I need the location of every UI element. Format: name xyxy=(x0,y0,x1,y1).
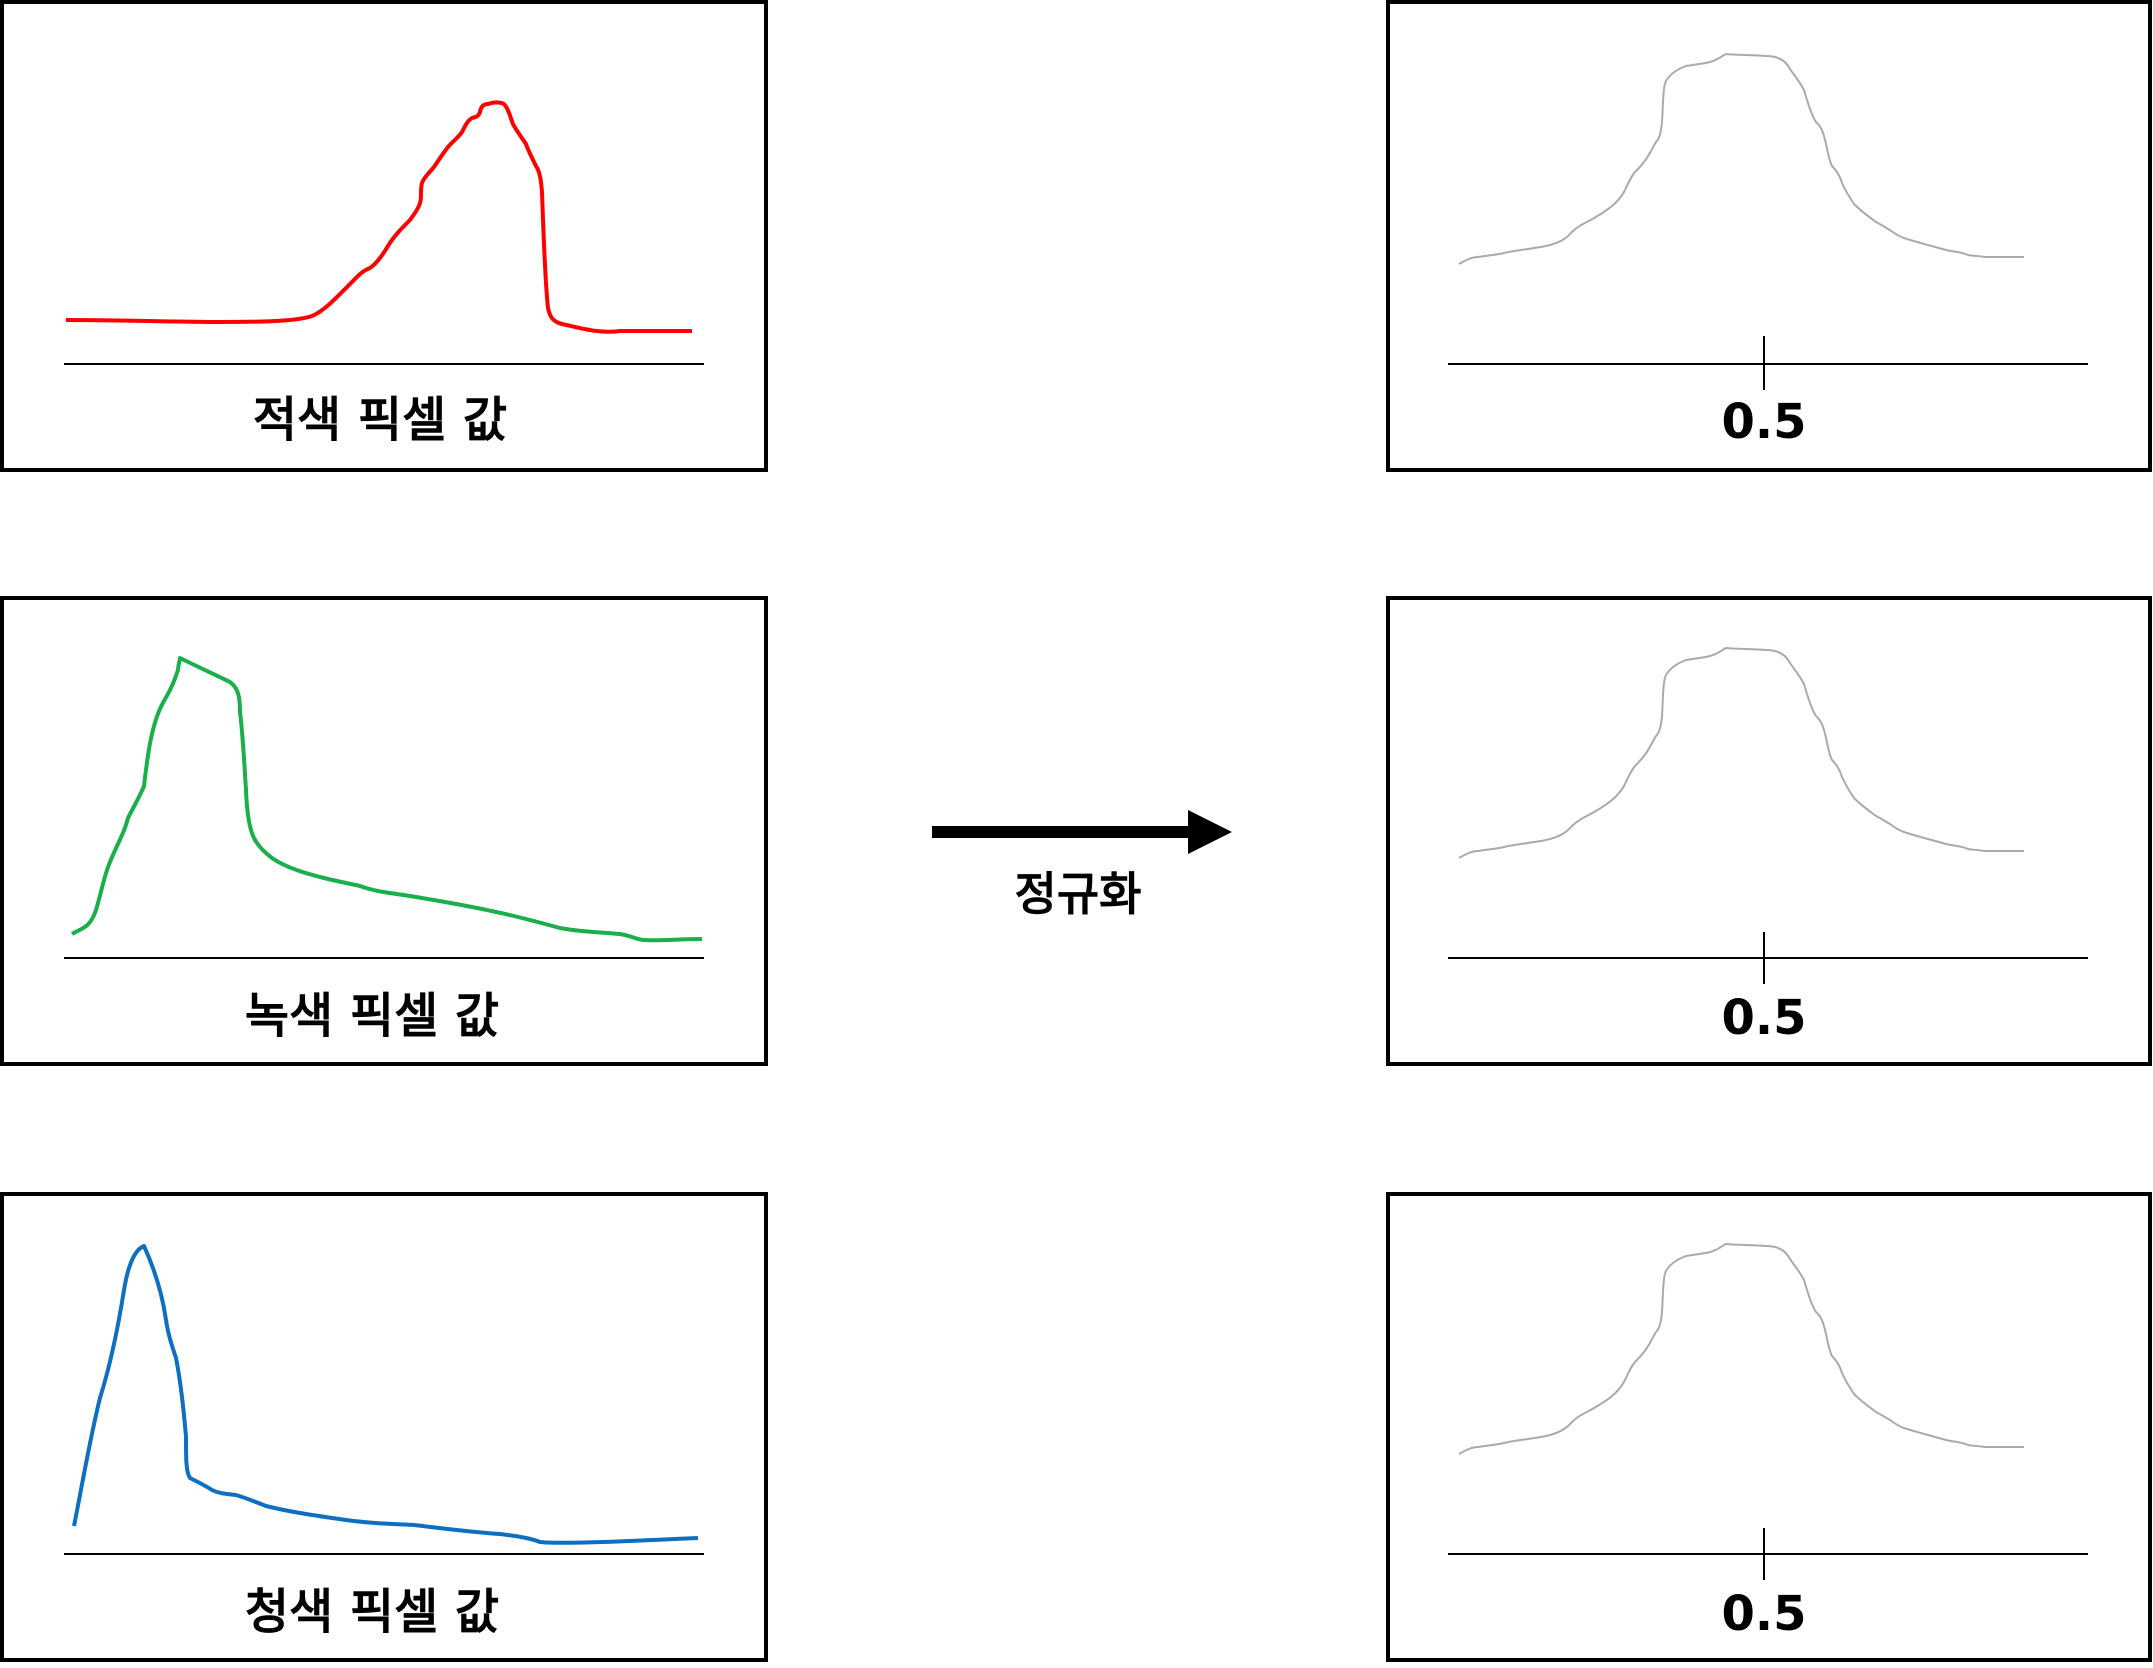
tick-label: 0.5 xyxy=(1721,990,1806,1046)
panel-border xyxy=(0,0,768,472)
panel-border xyxy=(1386,0,2152,472)
tick-label: 0.5 xyxy=(1721,394,1806,450)
panel-border xyxy=(1386,1192,2152,1662)
blue-channel-label: 청색 픽셀 값 xyxy=(245,1584,499,1640)
normalization-label: 정규화 xyxy=(1015,867,1142,921)
blue-histogram-curve xyxy=(72,1244,699,1545)
blue-channel-panel: 청색 픽셀 값 xyxy=(0,1192,768,1662)
green-histogram-curve xyxy=(70,656,703,943)
red-histogram-curve xyxy=(65,100,692,334)
normalized-panel-2: 0.5 xyxy=(1386,596,2152,1066)
green-channel-label: 녹색 픽셀 값 xyxy=(245,988,499,1044)
arrow-head xyxy=(1188,810,1232,854)
panel-border xyxy=(1386,596,2152,1066)
normalization-arrow: 정규화 xyxy=(932,810,1232,921)
red-channel-panel: 적색 픽셀 값 xyxy=(0,0,768,472)
tick-label: 0.5 xyxy=(1721,1586,1806,1642)
normalized-panel-1: 0.5 xyxy=(1386,0,2152,472)
panel-border xyxy=(0,596,768,1066)
normalized-panel-3: 0.5 xyxy=(1386,1192,2152,1662)
red-channel-label: 적색 픽셀 값 xyxy=(253,392,507,448)
green-channel-panel: 녹색 픽셀 값 xyxy=(0,596,768,1066)
